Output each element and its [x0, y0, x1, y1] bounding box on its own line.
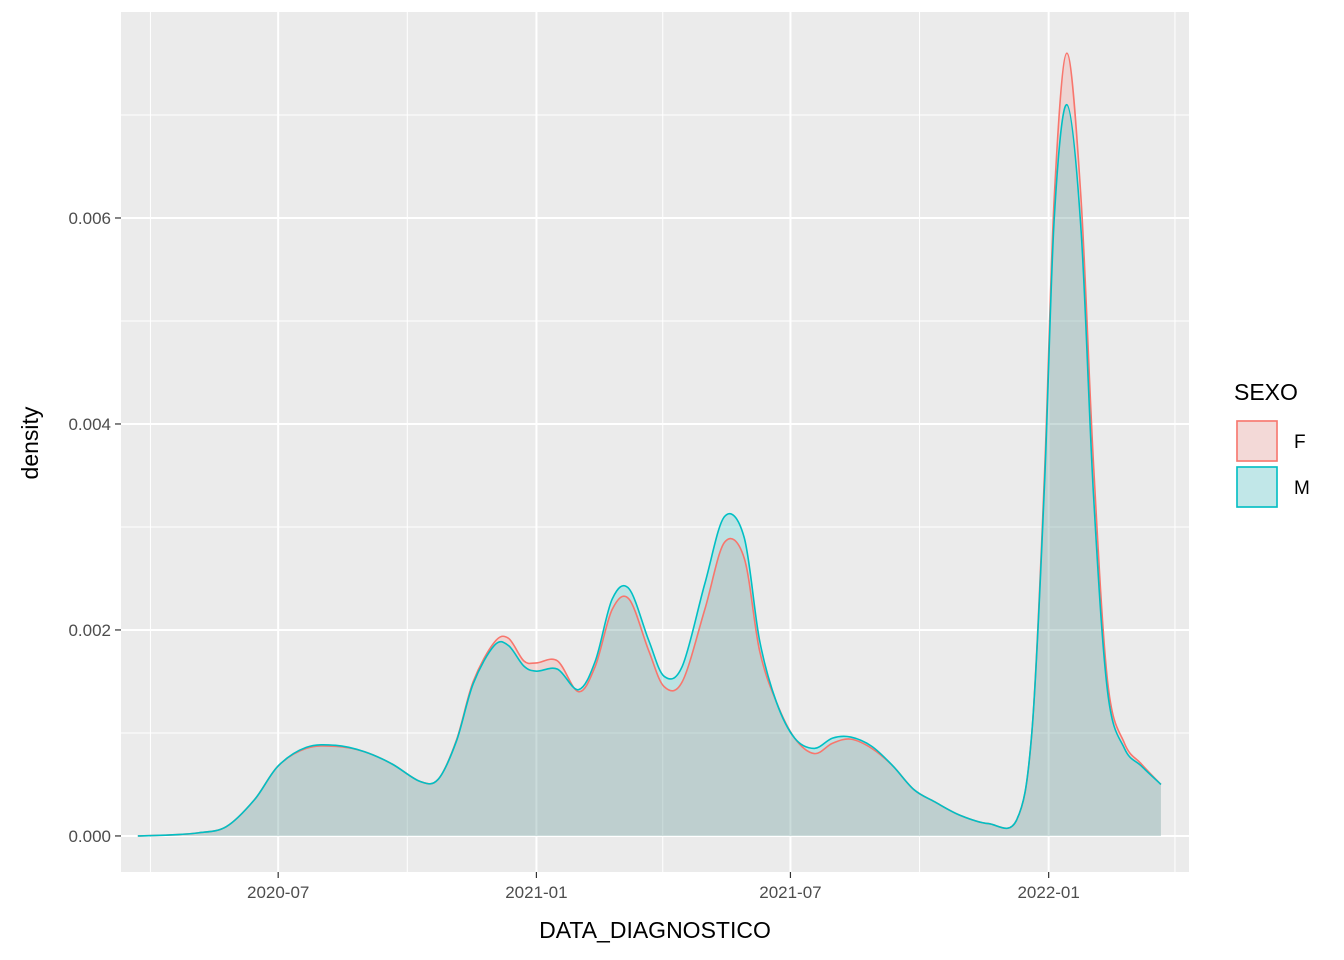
- major-gridlines: [121, 12, 1189, 872]
- legend-swatch-m: [1236, 466, 1278, 508]
- y-tick-label: 0.002: [68, 621, 111, 640]
- legend-label-m: M: [1294, 478, 1310, 499]
- legend-key-bg-f: [1236, 420, 1278, 462]
- y-axis: 0.000 0.002 0.004 0.006: [68, 209, 121, 846]
- x-tick-label: 2022-01: [1017, 883, 1079, 902]
- legend-swatch-f: [1236, 420, 1278, 462]
- plot-panel: [121, 12, 1189, 872]
- legend-entries: FM: [1236, 420, 1310, 508]
- legend-title: SEXO: [1234, 379, 1298, 405]
- density-line-m: [137, 103, 1162, 837]
- x-tick-label: 2020-07: [247, 883, 309, 902]
- legend-key-bg-m: [1236, 466, 1278, 508]
- x-axis: 2020-07 2021-01 2021-07 2022-01: [247, 872, 1080, 902]
- x-axis-title: DATA_DIAGNOSTICO: [539, 917, 771, 943]
- density-area-m: [137, 104, 1161, 836]
- y-tick-label: 0.000: [68, 827, 111, 846]
- y-tick-label: 0.006: [68, 209, 111, 228]
- legend: SEXO FM: [1234, 379, 1310, 508]
- legend-label-f: F: [1294, 432, 1306, 453]
- density-lines: [137, 52, 1162, 837]
- y-tick-label: 0.004: [68, 415, 111, 434]
- y-axis-title: density: [17, 406, 43, 479]
- x-tick-label: 2021-01: [505, 883, 567, 902]
- minor-gridlines: [121, 12, 1189, 872]
- x-tick-label: 2021-07: [759, 883, 821, 902]
